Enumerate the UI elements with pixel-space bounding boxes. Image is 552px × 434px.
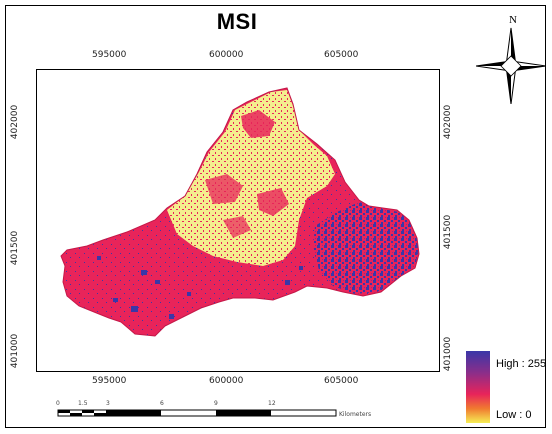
high-class-area bbox=[313, 202, 419, 294]
legend-low-label: Low : 0 bbox=[496, 409, 532, 421]
high-class-speck bbox=[285, 280, 290, 285]
x-tick-bottom-3: 605000 bbox=[324, 376, 359, 386]
scale-bar-graphic bbox=[57, 409, 337, 417]
high-class-speck bbox=[131, 306, 138, 312]
high-class-speck bbox=[169, 314, 174, 319]
x-tick-bottom-2: 600000 bbox=[209, 376, 244, 386]
mid-class-patch bbox=[205, 174, 243, 204]
high-class-speck bbox=[97, 256, 101, 260]
map-title: MSI bbox=[216, 9, 258, 34]
scale-unit-label: Kilometers bbox=[339, 411, 372, 418]
high-class-speck bbox=[141, 270, 147, 275]
msi-raster bbox=[60, 87, 420, 337]
scale-label-12: 12 bbox=[268, 400, 276, 407]
x-tick-top-3: 605000 bbox=[324, 50, 359, 60]
y-tick-right-2: 401500 bbox=[443, 214, 454, 250]
high-class-speck bbox=[155, 280, 160, 284]
map-data-frame[interactable] bbox=[36, 69, 440, 372]
mid-class-patch bbox=[223, 216, 251, 238]
high-class-speck bbox=[187, 292, 191, 296]
y-tick-left-2: 401500 bbox=[10, 230, 21, 266]
y-tick-left-3: 401000 bbox=[10, 333, 21, 369]
y-tick-left-1: 402000 bbox=[10, 104, 21, 140]
scale-label-6: 6 bbox=[160, 400, 164, 407]
scale-label-9: 9 bbox=[214, 400, 218, 407]
y-tick-right-3: 401000 bbox=[443, 336, 454, 372]
north-label: N bbox=[509, 14, 517, 26]
scale-bar: 0 1.5 3 6 9 12 Kilometers bbox=[56, 400, 371, 420]
y-tick-right-1: 402000 bbox=[443, 104, 454, 140]
scale-label-0: 0 bbox=[56, 400, 60, 407]
x-tick-top-2: 600000 bbox=[209, 50, 244, 60]
low-class-area bbox=[167, 90, 335, 266]
north-arrow-icon bbox=[476, 27, 546, 104]
high-class-speck bbox=[113, 298, 118, 302]
mid-class-patch bbox=[257, 188, 289, 216]
legend-color-ramp bbox=[466, 351, 490, 423]
x-tick-top-1: 595000 bbox=[92, 50, 127, 60]
scale-label-3: 3 bbox=[106, 400, 110, 407]
legend-high-label: High : 255 bbox=[496, 358, 547, 370]
mid-class-patch bbox=[241, 110, 275, 138]
x-tick-bottom-1: 595000 bbox=[92, 376, 127, 386]
high-class-speck bbox=[299, 266, 303, 270]
scale-label-1-5: 1.5 bbox=[78, 400, 88, 407]
